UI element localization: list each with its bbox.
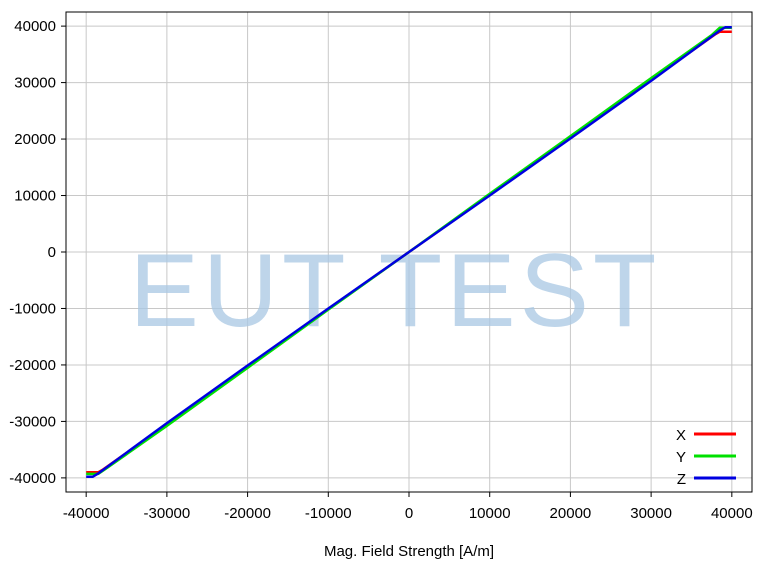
x-tick-label: 30000 <box>630 505 672 522</box>
legend-item-x: X <box>676 427 736 444</box>
y-tick-label: -40000 <box>9 470 56 487</box>
x-axis-ticks: -40000 -30000 -20000 -10000 0 10000 20000 30000… <box>63 492 753 522</box>
x-tick-label: -20000 <box>224 505 271 522</box>
series-group <box>86 25 732 479</box>
watermark: EUT TEST <box>130 233 661 349</box>
legend-item-y: Y <box>676 449 736 466</box>
y-tick-label: 10000 <box>14 188 56 205</box>
legend-label: X <box>676 427 686 444</box>
x-tick-label: 0 <box>405 505 413 522</box>
x-axis-label: Mag. Field Strength [A/m] <box>324 543 494 560</box>
x-tick-label: 20000 <box>550 505 592 522</box>
y-tick-label: 20000 <box>14 131 56 148</box>
y-tick-label: 30000 <box>14 75 56 92</box>
legend: XYZ <box>676 427 736 488</box>
x-tick-label: -10000 <box>305 505 352 522</box>
legend-label: Z <box>677 471 686 488</box>
legend-item-z: Z <box>677 471 736 488</box>
y-tick-label: -10000 <box>9 300 56 317</box>
y-axis-ticks: -40000 -30000 -20000 -10000 0 10000 20000 30000… <box>9 18 66 487</box>
series-line-z <box>86 25 732 479</box>
x-tick-label: -30000 <box>144 505 191 522</box>
x-tick-label: 10000 <box>469 505 511 522</box>
y-tick-label: 0 <box>48 244 56 261</box>
y-tick-label: -20000 <box>9 357 56 374</box>
x-tick-label: -40000 <box>63 505 110 522</box>
legend-label: Y <box>676 449 686 466</box>
y-tick-label: -30000 <box>9 413 56 430</box>
y-tick-label: 40000 <box>14 18 56 35</box>
x-tick-label: 40000 <box>711 505 753 522</box>
